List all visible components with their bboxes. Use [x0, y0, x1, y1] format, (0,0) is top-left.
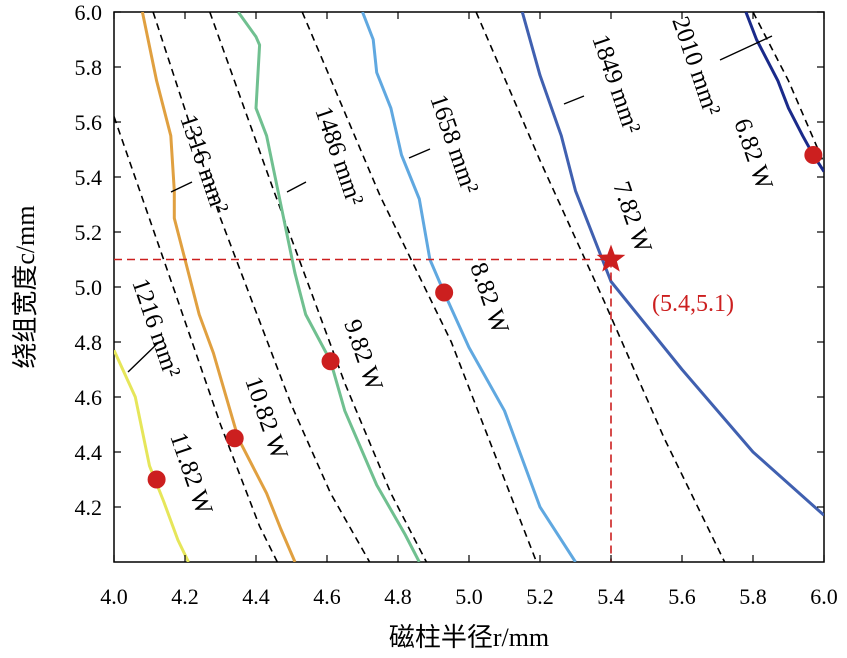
area-contour-line: [752, 12, 824, 164]
axis-layer: 4.0 4.2 4.4 4.6 4.8 5.0 5.2 5.4 5.6 5.8 6.0 4.2 4.4 4…: [75, 0, 838, 609]
x-tick-label: 4.4: [242, 584, 270, 609]
x-tick-label: 5.6: [668, 584, 696, 609]
x-tick-label: 5.4: [597, 584, 625, 609]
y-tick-label: 4.2: [75, 495, 103, 520]
area-contour-line: [114, 116, 279, 562]
x-tick-label: 5.0: [455, 584, 483, 609]
label-leader-line: [286, 181, 307, 193]
area-contour-line: [301, 12, 538, 562]
area-contour-label: 2010 mm²: [666, 13, 725, 119]
loss-contour-label: 11.82 W: [164, 429, 217, 518]
area-contour-label: 1486 mm²: [309, 103, 368, 209]
label-leader-line: [127, 342, 159, 373]
loss-contour-line: [361, 12, 577, 562]
loss-contour-line: [140, 12, 297, 562]
x-tick-label: 4.2: [171, 584, 199, 609]
y-tick-label: 5.0: [75, 275, 103, 300]
area-contour-layer: [114, 12, 824, 562]
x-tick-label: 6.0: [810, 584, 838, 609]
optimum-guide-layer: [114, 258, 612, 562]
design-point-marker: [804, 146, 823, 164]
x-tick-label: 5.2: [526, 584, 554, 609]
design-point-marker: [435, 283, 454, 302]
y-axis-title: 绕组宽度c/mm: [11, 205, 40, 368]
area-contour-label: 1658 mm²: [424, 91, 483, 197]
optimum-star-marker: [596, 244, 626, 272]
label-leader-line: [719, 35, 773, 61]
y-tick-label: 4.6: [75, 385, 103, 410]
y-tick-label: 6.0: [75, 0, 103, 25]
x-tick-label: 4.0: [100, 584, 128, 609]
loss-contour-line: [236, 12, 421, 562]
optimum-label: (5.4,5.1): [652, 291, 734, 317]
loss-contour-label: 8.82 W: [464, 259, 513, 337]
y-tick-label: 4.8: [75, 330, 103, 355]
area-contour-line: [475, 12, 726, 562]
x-tick-label: 5.8: [739, 584, 767, 609]
y-tick-label: 4.4: [75, 440, 103, 465]
contour-label-layer: 11.82 W10.82 W9.82 W8.82 W7.82 W6.82 W12…: [126, 13, 777, 518]
x-tick-label: 4.8: [384, 584, 412, 609]
x-axis-title: 磁柱半径r/mm: [389, 623, 549, 652]
x-tick-label: 4.6: [313, 584, 341, 609]
loss-contour-label: 9.82 W: [338, 316, 387, 394]
label-leader-line: [563, 95, 585, 105]
area-contour-line: [209, 12, 428, 562]
loss-contour-label: 7.82 W: [607, 178, 656, 256]
area-contour-label: 1316 mm²: [174, 111, 233, 217]
y-tick-label: 5.2: [75, 220, 103, 245]
design-point-marker: [321, 352, 340, 371]
area-contour-label: 1849 mm²: [586, 31, 645, 137]
y-tick-label: 5.4: [75, 165, 103, 190]
y-tick-label: 5.6: [75, 110, 103, 135]
loss-contour-line: [520, 12, 824, 517]
design-point-marker: [147, 470, 166, 489]
y-tick-label: 5.8: [75, 55, 103, 80]
label-leader-line: [408, 148, 431, 159]
design-point-marker: [225, 429, 244, 448]
label-leader-line: [170, 181, 193, 193]
area-contour-line: [152, 12, 371, 562]
loss-contour-label: 6.82 W: [728, 115, 777, 193]
marker-layer: [147, 146, 823, 489]
